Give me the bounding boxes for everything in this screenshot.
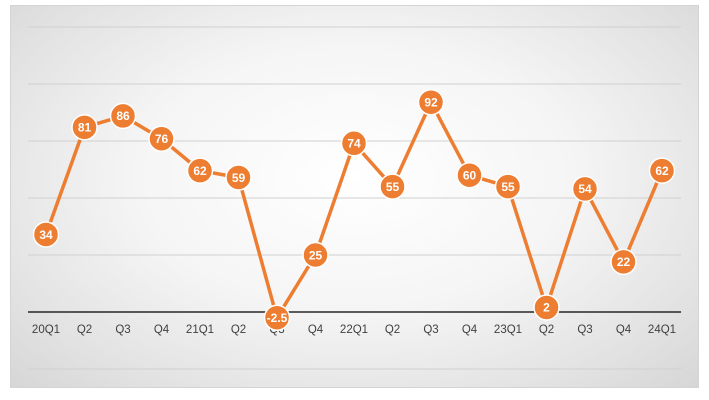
x-tick-label: Q2: [231, 324, 246, 336]
data-label: -2.5: [267, 311, 288, 325]
data-point: [302, 241, 329, 269]
data-label: 25: [309, 248, 323, 262]
data-point: [186, 157, 214, 184]
data-point: [32, 221, 60, 248]
x-tick-label: Q4: [616, 324, 632, 336]
data-label: 74: [347, 137, 361, 151]
data-label: 76: [155, 132, 169, 146]
data-label: 2: [543, 301, 550, 315]
x-tick-label: Q3: [423, 324, 438, 336]
x-tick-label: 24Q1: [648, 324, 676, 336]
data-point: [417, 88, 445, 116]
data-label: 60: [463, 169, 477, 183]
gridlines: [28, 26, 681, 370]
data-label: 62: [655, 164, 669, 178]
data-label: 22: [617, 255, 631, 269]
data-label: 59: [232, 171, 246, 185]
x-tick-label: Q3: [115, 324, 130, 336]
data-point: [379, 173, 406, 200]
data-point: [263, 304, 291, 331]
data-label: 54: [578, 182, 592, 196]
x-tick-label: 21Q1: [186, 324, 214, 336]
x-axis: 20Q1Q2Q3Q421Q1Q2Q3Q422Q1Q2Q3Q423Q1Q2Q3Q4…: [28, 311, 681, 336]
data-point: [456, 161, 483, 189]
data-point: [610, 248, 637, 276]
data-label: 55: [501, 180, 515, 194]
x-tick-label: Q2: [385, 324, 400, 336]
data-point: [494, 173, 522, 200]
x-tick-label: Q4: [308, 324, 324, 336]
x-tick-label: Q4: [462, 324, 478, 336]
data-label: 55: [386, 180, 400, 194]
x-tick-label: Q3: [577, 324, 592, 336]
data-point: [533, 294, 560, 321]
data-point: [148, 125, 175, 152]
data-markers: 34 81 86 76 62 59 -2.5 25 74 55 92 60 55 2 54 22 62: [32, 88, 676, 331]
x-tick-label: 23Q1: [494, 324, 522, 336]
x-tick-label: 20Q1: [32, 324, 60, 336]
data-point: [109, 102, 137, 130]
data-point: [225, 164, 252, 191]
x-tick-label: Q2: [77, 324, 92, 336]
data-label: 92: [424, 96, 438, 110]
data-point: [571, 175, 599, 203]
x-tick-label: Q4: [154, 324, 170, 336]
data-label: 34: [39, 228, 53, 242]
data-point: [340, 130, 368, 157]
x-tick-label: 22Q1: [340, 324, 368, 336]
data-label: 62: [193, 164, 207, 178]
data-point: [648, 157, 676, 184]
data-point: [71, 114, 98, 141]
data-label: 81: [78, 121, 92, 135]
x-tick-label: Q2: [539, 324, 554, 336]
data-label: 86: [116, 109, 130, 123]
